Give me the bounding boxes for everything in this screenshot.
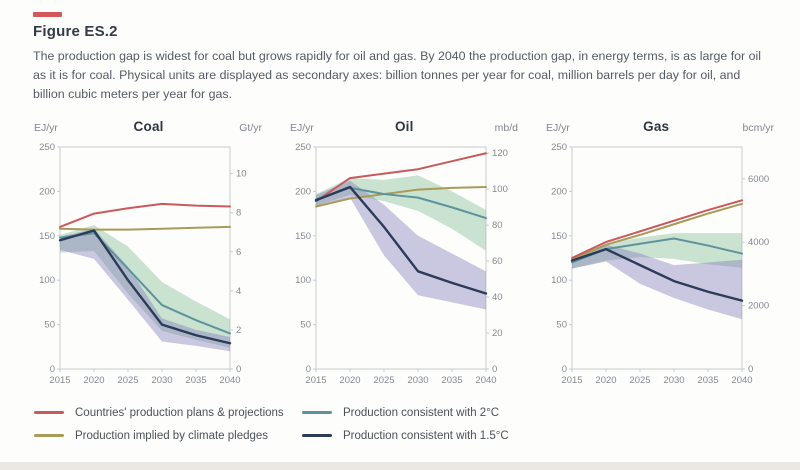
two-degree-line-swatch <box>302 411 332 415</box>
figure-title: Figure ES.2 <box>33 23 118 40</box>
svg-text:250: 250 <box>39 142 55 153</box>
svg-text:2030: 2030 <box>151 375 172 386</box>
svg-text:0: 0 <box>236 364 241 375</box>
svg-text:2015: 2015 <box>561 375 582 386</box>
left-axis-unit-label: EJ/yr <box>34 121 58 134</box>
svg-text:2030: 2030 <box>663 375 684 386</box>
right-axis-unit-label: mb/d <box>494 121 518 134</box>
svg-text:4000: 4000 <box>748 237 769 248</box>
plans-line-swatch <box>34 411 64 415</box>
svg-text:120: 120 <box>492 148 508 159</box>
svg-text:250: 250 <box>295 142 311 153</box>
svg-text:2025: 2025 <box>629 375 650 386</box>
svg-text:20: 20 <box>492 328 503 339</box>
gas-line-chart: 0 50 100 150 200 250 0 2000 4000 6000 2015 2020 2025… <box>551 142 769 386</box>
legend-item-2c: Production consistent with 2°C <box>302 407 775 419</box>
svg-text:2040: 2040 <box>219 375 240 386</box>
right-axis-unit-label: bcm/yr <box>742 121 774 134</box>
svg-text:150: 150 <box>39 230 55 241</box>
chart-header-gas: EJ/yr Gas bcm/yr <box>546 119 774 137</box>
legend-label: Countries' production plans & projection… <box>75 406 284 419</box>
chart-title-gas: Gas <box>643 118 670 134</box>
svg-text:200: 200 <box>551 186 567 197</box>
chart-header-oil: EJ/yr Oil mb/d <box>290 119 518 137</box>
svg-text:250: 250 <box>551 142 567 153</box>
svg-text:4: 4 <box>236 286 241 297</box>
svg-text:2040: 2040 <box>475 375 496 386</box>
svg-text:50: 50 <box>44 319 55 330</box>
svg-text:0: 0 <box>492 364 497 375</box>
svg-text:2030: 2030 <box>407 375 428 386</box>
svg-text:100: 100 <box>492 184 508 195</box>
one-point-five-degree-line-swatch <box>302 434 332 438</box>
svg-text:150: 150 <box>295 230 311 241</box>
svg-text:150: 150 <box>551 230 567 241</box>
page-edge-strip <box>0 462 800 470</box>
svg-text:2025: 2025 <box>373 375 394 386</box>
figure-caption: The production gap is widest for coal bu… <box>33 49 761 102</box>
legend-item-pledges: Production implied by climate pledges <box>34 430 302 442</box>
chart-block-oil: EJ/yr Oil mb/d 0 50 100 150 200 250 0 20 40 60 80 1… <box>290 119 518 391</box>
legend-item-15c: Production consistent with 1.5°C <box>302 430 775 442</box>
svg-text:2020: 2020 <box>83 375 104 386</box>
accent-bar <box>33 12 62 17</box>
chart-block-gas: EJ/yr Gas bcm/yr 0 50 100 150 200 250 0 2000 400… <box>546 119 774 391</box>
svg-text:2035: 2035 <box>185 375 206 386</box>
svg-text:8: 8 <box>236 207 241 218</box>
svg-text:0: 0 <box>562 364 567 375</box>
svg-text:2015: 2015 <box>305 375 326 386</box>
charts-row: EJ/yr Coal Gt/yr 0 50 100 150 200 250 0 2 4 6 8 10 2… <box>34 119 775 391</box>
svg-text:2040: 2040 <box>731 375 752 386</box>
svg-text:2035: 2035 <box>697 375 718 386</box>
svg-text:40: 40 <box>492 292 503 303</box>
svg-text:2035: 2035 <box>441 375 462 386</box>
svg-text:0: 0 <box>748 364 753 375</box>
svg-text:0: 0 <box>50 364 55 375</box>
svg-text:100: 100 <box>551 275 567 286</box>
chart-title-coal: Coal <box>133 118 164 134</box>
svg-text:100: 100 <box>39 275 55 286</box>
coal-line-chart: 0 50 100 150 200 250 0 2 4 6 8 10 2015 2020 2025 2030 20… <box>39 142 247 386</box>
svg-text:2020: 2020 <box>595 375 616 386</box>
svg-text:200: 200 <box>295 186 311 197</box>
svg-text:80: 80 <box>492 220 503 231</box>
chart-legend: Countries' production plans & projection… <box>34 407 775 442</box>
legend-item-plans: Countries' production plans & projection… <box>34 407 302 419</box>
legend-label: Production implied by climate pledges <box>75 429 269 442</box>
svg-text:2000: 2000 <box>748 300 769 311</box>
svg-text:6000: 6000 <box>748 173 769 184</box>
svg-text:60: 60 <box>492 256 503 267</box>
svg-text:50: 50 <box>556 319 567 330</box>
legend-label: Production consistent with 1.5°C <box>343 429 509 442</box>
right-axis-unit-label: Gt/yr <box>239 121 262 134</box>
svg-text:2020: 2020 <box>339 375 360 386</box>
svg-text:2015: 2015 <box>49 375 70 386</box>
svg-text:0: 0 <box>306 364 311 375</box>
svg-text:200: 200 <box>39 186 55 197</box>
legend-label: Production consistent with 2°C <box>343 406 500 419</box>
chart-block-coal: EJ/yr Coal Gt/yr 0 50 100 150 200 250 0 2 4 6 8 10 2… <box>34 119 262 391</box>
pledges-line-swatch <box>34 434 64 438</box>
left-axis-unit-label: EJ/yr <box>290 121 314 134</box>
svg-text:2: 2 <box>236 325 241 336</box>
svg-text:6: 6 <box>236 246 241 257</box>
left-axis-unit-label: EJ/yr <box>546 121 570 134</box>
svg-text:2025: 2025 <box>117 375 138 386</box>
chart-header-coal: EJ/yr Coal Gt/yr <box>34 119 262 137</box>
svg-text:50: 50 <box>300 319 311 330</box>
svg-text:100: 100 <box>295 275 311 286</box>
svg-text:10: 10 <box>236 168 247 179</box>
chart-title-oil: Oil <box>394 118 414 134</box>
